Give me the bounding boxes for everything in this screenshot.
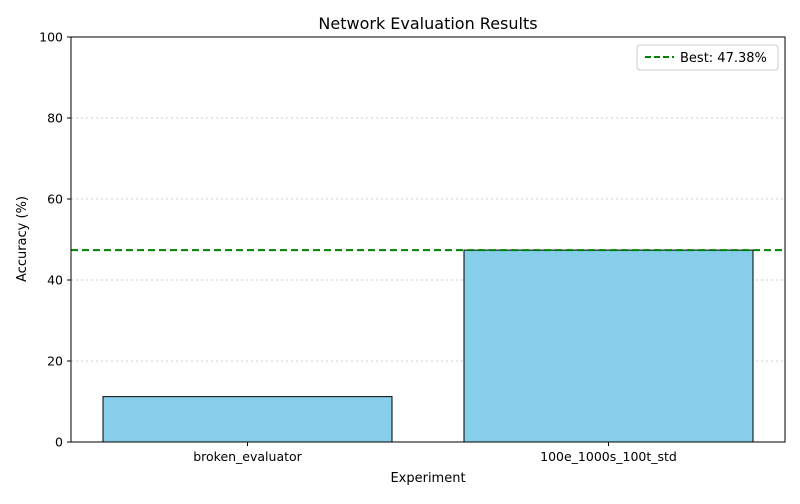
y-tick-label: 100 xyxy=(39,30,63,45)
bar-100e_1000s_100t_std xyxy=(463,249,754,443)
y-tick-label: 80 xyxy=(47,111,63,126)
legend: Best: 47.38% xyxy=(636,44,779,71)
y-tick-label: 0 xyxy=(55,435,63,450)
y-tick-label: 40 xyxy=(47,273,63,288)
chart-title: Network Evaluation Results xyxy=(318,14,537,33)
axes-frame xyxy=(70,36,786,443)
y-axis-label: Accuracy (%) xyxy=(15,196,30,282)
x-tick-label: broken_evaluator xyxy=(193,449,302,464)
y-axis-ticks: 0 20 40 60 80 100 xyxy=(39,30,71,450)
bar-broken_evaluator xyxy=(102,396,393,443)
y-tick-label: 60 xyxy=(47,192,63,207)
x-tick-label: 100e_1000s_100t_std xyxy=(540,449,677,464)
legend-box xyxy=(636,44,779,71)
bars xyxy=(102,249,754,443)
y-tick-label: 20 xyxy=(47,354,63,369)
x-axis-ticks: broken_evaluator 100e_1000s_100t_std xyxy=(193,442,677,464)
x-axis-label: Experiment xyxy=(390,471,465,486)
legend-label: Best: 47.38% xyxy=(680,51,767,66)
